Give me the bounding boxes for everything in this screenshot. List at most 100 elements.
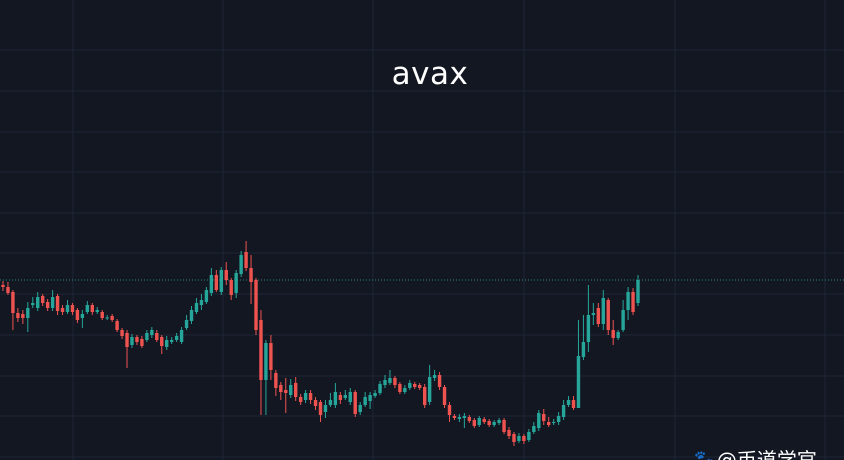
candle-body [284, 390, 288, 393]
candle-body [239, 255, 243, 274]
candle-body [31, 303, 35, 305]
candle-body [596, 308, 601, 324]
candle-body [165, 340, 169, 347]
candle-body [155, 333, 159, 340]
candle-body [16, 313, 20, 318]
candle-body [303, 393, 308, 400]
candle-body [100, 312, 104, 318]
candle-body [259, 320, 263, 380]
candle-body [502, 420, 506, 432]
candle-body [492, 422, 496, 425]
candle-body [70, 305, 75, 312]
candle-body [189, 310, 194, 321]
candle-body [571, 400, 576, 408]
chart-title: avax [391, 56, 469, 92]
candle-body [110, 316, 114, 320]
candle-body [437, 375, 442, 387]
candle-body [125, 333, 129, 347]
candle-body [229, 280, 233, 295]
candle-body [561, 405, 566, 417]
candle-body [606, 300, 610, 330]
candle-body [482, 419, 486, 422]
candle-body [537, 413, 541, 428]
candle-body [631, 292, 635, 312]
candle-body [219, 270, 223, 292]
candle-body [408, 383, 412, 388]
candle-body [279, 385, 283, 392]
candle-body [21, 314, 25, 318]
candle-body [184, 320, 189, 328]
candle-body [150, 330, 154, 335]
candle-body [214, 275, 219, 290]
candle-body [120, 330, 124, 336]
candle-body [452, 416, 457, 418]
candle-body [11, 292, 15, 313]
candle-body [398, 384, 402, 392]
candle-body [333, 392, 338, 405]
candle-body [576, 356, 581, 408]
candle-body [328, 400, 333, 405]
candle-body [160, 337, 164, 346]
candle-body [60, 308, 65, 312]
watermark: 🐾 @币道学官 [694, 444, 817, 460]
candle-body [274, 373, 278, 388]
candle-body [611, 330, 615, 338]
candle-body [497, 420, 501, 423]
candle-body [55, 296, 60, 311]
candle-body [566, 400, 571, 405]
candle-body [308, 393, 313, 400]
candle-body [174, 336, 179, 340]
candle-body [477, 418, 481, 425]
candle-body [447, 405, 452, 415]
watermark-text: @币道学官 [716, 448, 817, 460]
candle-body [467, 417, 472, 421]
candle-body [194, 303, 199, 312]
candle-body [209, 275, 214, 293]
candle-body [90, 305, 94, 312]
candle-body [318, 402, 323, 415]
candle-body [457, 417, 462, 419]
candle-body [462, 416, 467, 418]
candle-body [581, 342, 586, 357]
candle-body [135, 337, 139, 342]
candle-body [36, 297, 40, 308]
candle-body [224, 270, 228, 280]
candle-body [65, 305, 70, 312]
candle-body [249, 268, 253, 282]
candle-body [40, 296, 45, 303]
candle-body [591, 313, 596, 315]
candle-body [169, 340, 174, 342]
candle-body [85, 305, 90, 312]
candle-body [556, 416, 561, 422]
candle-body [388, 378, 392, 383]
candle-body [512, 434, 516, 442]
candle-body [586, 315, 591, 342]
candle-body [363, 397, 367, 405]
candle-body [517, 436, 521, 441]
candle-body [542, 414, 546, 421]
candle-body [204, 290, 209, 302]
candle-body [105, 317, 109, 319]
candle-body [636, 280, 640, 303]
candle-body [527, 432, 531, 440]
candle-body [50, 297, 55, 308]
candle-body [254, 280, 258, 330]
candle-body [393, 378, 397, 385]
candle-body [547, 422, 551, 425]
candle-body [487, 421, 491, 425]
candle-body [26, 308, 30, 318]
candle-body [368, 395, 372, 401]
candle-body [418, 385, 422, 388]
candle-body [348, 392, 352, 402]
candle-body [353, 392, 357, 414]
candle-body [373, 393, 377, 396]
candle-body [551, 422, 556, 423]
candle-body [269, 343, 273, 370]
candle-body [442, 387, 447, 405]
candle-body [522, 436, 526, 441]
candle-body [6, 287, 10, 293]
candle-body [383, 380, 387, 385]
candle-body [199, 300, 204, 305]
